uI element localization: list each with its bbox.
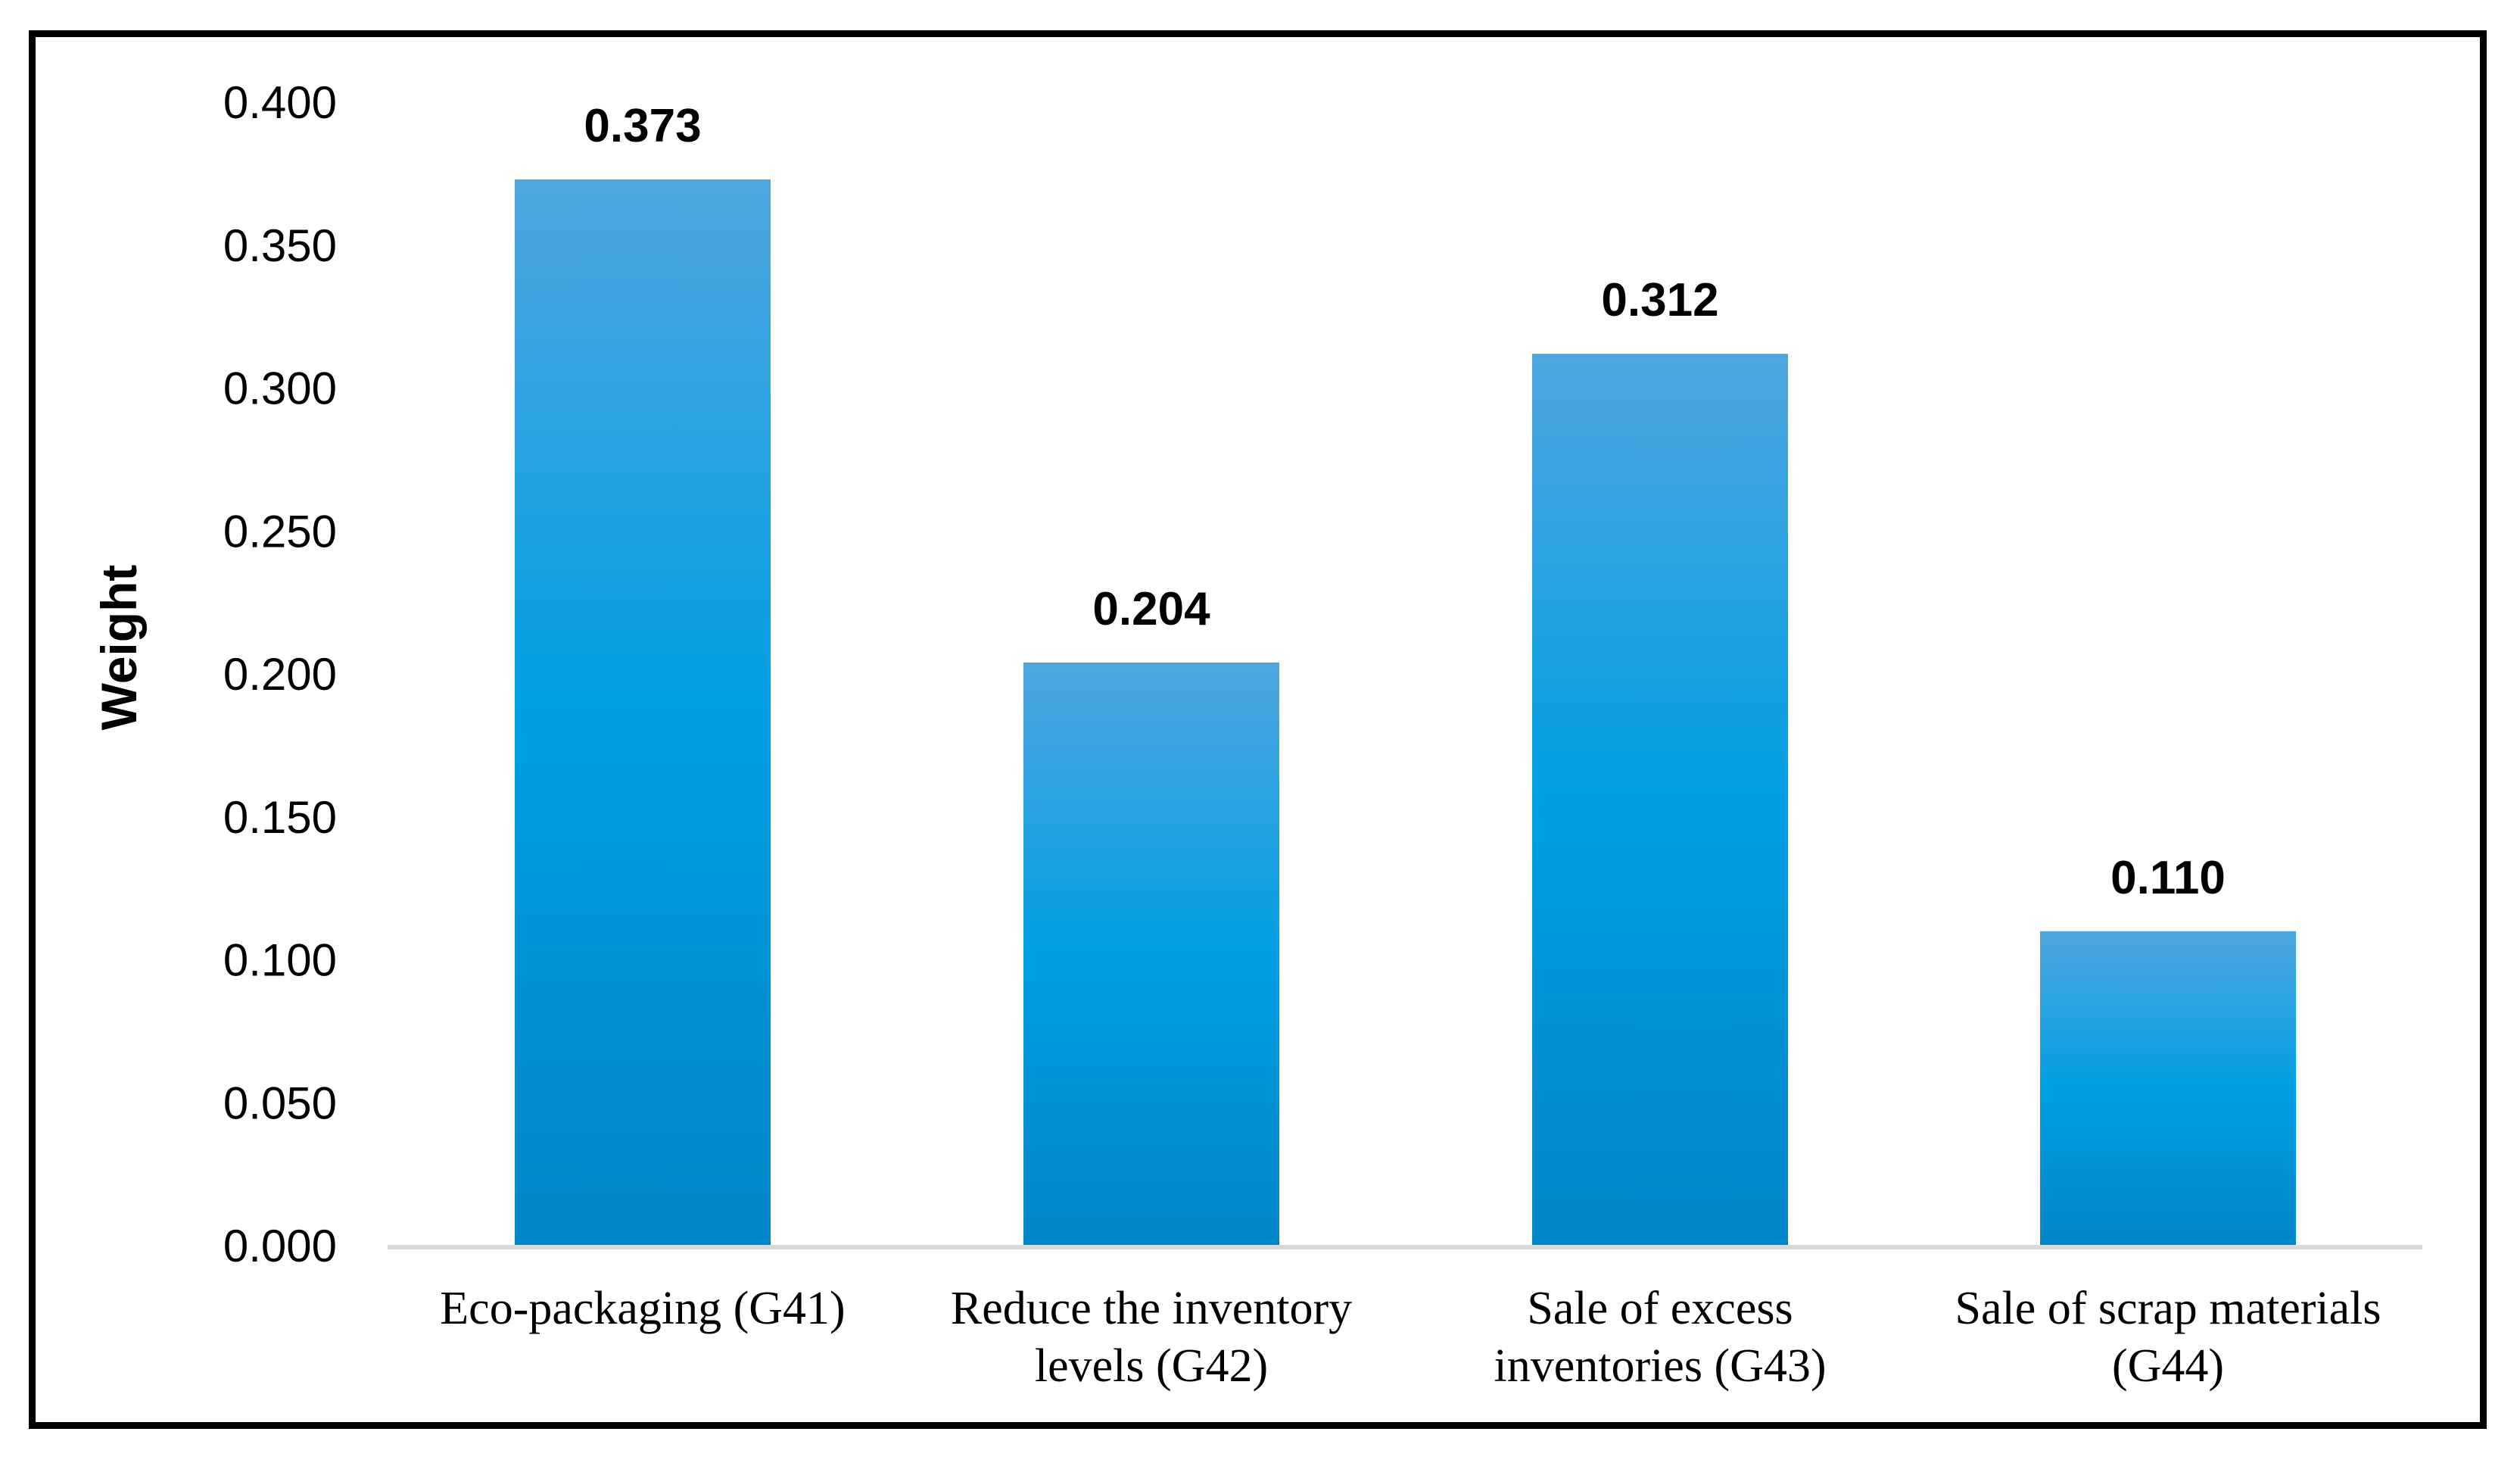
data-label: 0.110 (2110, 852, 2226, 904)
data-label: 0.312 (1601, 274, 1718, 326)
y-tick-label: 0.000 (223, 1221, 337, 1271)
y-tick-label: 0.150 (223, 792, 337, 843)
bars (515, 179, 2296, 1246)
category-label: Reduce the inventory levels (G42) (951, 1283, 1352, 1392)
y-tick-label: 0.200 (223, 649, 337, 700)
bar (1532, 354, 1788, 1246)
y-axis-title: Weight (91, 565, 147, 731)
category-label: Sale of scrap materials (G44) (1955, 1283, 2381, 1392)
category-label: Eco-packaging (G41) (440, 1283, 845, 1334)
y-tick-label: 0.400 (223, 77, 337, 128)
bar (2040, 931, 2296, 1246)
category-label: Sale of excess inventories (G43) (1494, 1283, 1826, 1392)
category-labels: Eco-packaging (G41) Reduce the inventory l… (440, 1283, 2381, 1392)
data-labels: 0.373 0.204 0.312 0.110 (584, 100, 2225, 904)
y-tick-label: 0.250 (223, 506, 337, 557)
y-tick-label: 0.300 (223, 363, 337, 414)
y-tick-label: 0.050 (223, 1078, 337, 1128)
data-label: 0.373 (584, 100, 701, 152)
y-tick-label: 0.350 (223, 220, 337, 271)
y-tick-label: 0.100 (223, 935, 337, 986)
y-axis-title-group: Weight (91, 565, 147, 731)
bar (515, 179, 771, 1246)
data-label: 0.204 (1092, 583, 1210, 635)
bar (1023, 662, 1279, 1246)
y-axis-ticks: 0.000 0.050 0.100 0.150 0.200 0.250 0.300 0.350… (223, 77, 337, 1271)
